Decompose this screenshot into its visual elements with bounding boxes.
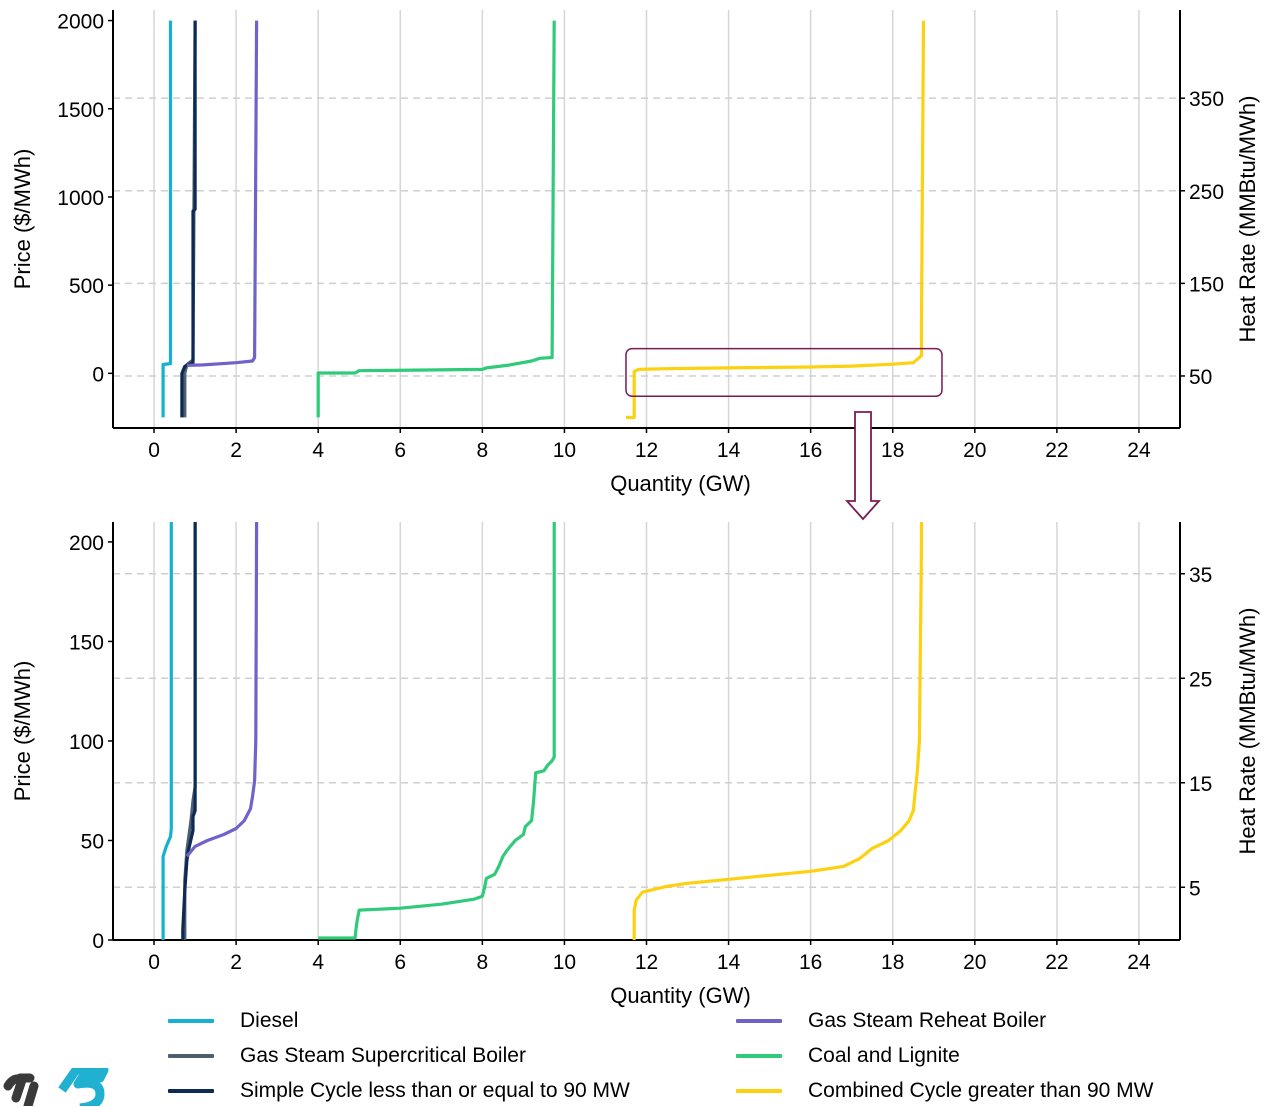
top-y-tick-label: 0: [92, 363, 104, 386]
bottom-y-tick-label: 200: [69, 532, 104, 555]
top-y-tick-label: 2000: [57, 11, 104, 34]
top-y2-axis-label: Heat Rate (MMBtu/MWh): [1235, 96, 1260, 343]
bottom-x-axis-label: Quantity (GW): [610, 983, 751, 1008]
top-x-tick-label: 24: [1127, 439, 1151, 462]
top-x-tick-label: 22: [1045, 439, 1068, 462]
legend-item-gas-steam-reheat: Gas Steam Reheat Boiler: [736, 1004, 1046, 1038]
chart-legend: Diesel Gas Steam Supercritical Boiler Si…: [0, 1004, 1268, 1106]
top-x-axis-label: Quantity (GW): [610, 471, 751, 496]
top-y-tick-label: 1500: [57, 99, 104, 122]
top-y2-tick-label: 50: [1189, 366, 1212, 389]
bottom-series-line-coal-lignite: [318, 522, 556, 940]
legend-item-combined-cycle: Combined Cycle greater than 90 MW: [736, 1074, 1154, 1108]
top-x-tick-label: 20: [963, 439, 986, 462]
bottom-y2-tick-label: 15: [1189, 773, 1212, 796]
bottom-x-tick-label: 14: [717, 951, 741, 974]
top-series-line-coal-lignite: [316, 20, 556, 418]
legend-label-gas-steam-reheat: Gas Steam Reheat Boiler: [808, 1009, 1047, 1032]
bottom-x-tick-label: 18: [881, 951, 904, 974]
bottom-y2-tick-label: 35: [1189, 564, 1212, 587]
top-x-tick-label: 0: [148, 439, 160, 462]
top-y-axis-label: Price ($/MWh): [10, 149, 35, 290]
bottom-series-line-gas-steam-reheat: [185, 521, 259, 858]
legend-label-combined-cycle: Combined Cycle greater than 90 MW: [808, 1079, 1154, 1102]
legend-swatch-combined-cycle: [736, 1089, 782, 1093]
top-x-tick-label: 14: [717, 439, 741, 462]
legend-swatch-gas-steam-supercritical: [168, 1054, 214, 1058]
brand-logo-mark: [3, 1068, 109, 1106]
legend-swatch-gas-steam-reheat: [736, 1019, 782, 1023]
legend-swatch-simple-cycle: [168, 1089, 214, 1093]
legend-label-simple-cycle: Simple Cycle less than or equal to 90 MW: [240, 1079, 630, 1102]
top-x-tick-label: 2: [230, 439, 242, 462]
bottom-series-line-simple-cycle: [181, 522, 197, 940]
legend-item-diesel: Diesel: [168, 1004, 298, 1038]
bottom-y-tick-label: 150: [69, 631, 104, 654]
bottom-y2-tick-label: 25: [1189, 668, 1212, 691]
top-x-tick-label: 8: [477, 439, 489, 462]
top-y2-tick-label: 150: [1189, 273, 1224, 296]
bottom-y-tick-label: 50: [81, 830, 104, 853]
top-x-tick-label: 10: [553, 439, 576, 462]
top-x-tick-label: 12: [635, 439, 658, 462]
top-y-tick-label: 500: [69, 275, 104, 298]
bottom-y-tick-label: 0: [92, 930, 104, 953]
brand-logo: [0, 1068, 125, 1106]
zoom-arrow-shape: [844, 411, 882, 521]
legend-item-simple-cycle: Simple Cycle less than or equal to 90 MW: [168, 1074, 630, 1108]
bottom-x-tick-label: 24: [1127, 951, 1151, 974]
bottom-x-tick-label: 4: [312, 951, 324, 974]
legend-label-diesel: Diesel: [240, 1009, 299, 1032]
zoom-arrow: [844, 411, 882, 521]
bottom-chart-panel: 0 2 4 6 8 10 12 14 16 18 20 22 240501001502005152535…: [10, 521, 1260, 1008]
top-x-tick-label: 16: [799, 439, 822, 462]
top-x-tick-label: 6: [394, 439, 406, 462]
top-y2-tick-label: 350: [1189, 88, 1224, 111]
bottom-series-line-diesel: [161, 522, 173, 940]
bottom-y2-axis-label: Heat Rate (MMBtu/MWh): [1235, 608, 1260, 855]
top-series-line-combined-cycle: [626, 20, 926, 419]
top-series-line-simple-cycle: [180, 20, 197, 418]
top-x-tick-label: 18: [881, 439, 904, 462]
bottom-y2-tick-label: 5: [1189, 877, 1201, 900]
legend-item-coal-lignite: Coal and Lignite: [736, 1039, 960, 1073]
bottom-x-tick-label: 12: [635, 951, 658, 974]
bottom-x-tick-label: 20: [963, 951, 986, 974]
bottom-y-tick-label: 100: [69, 731, 104, 754]
legend-label-gas-steam-supercritical: Gas Steam Supercritical Boiler: [240, 1044, 526, 1067]
top-y2-tick-label: 250: [1189, 181, 1224, 204]
bottom-x-tick-label: 0: [148, 951, 160, 974]
top-series-line-gas-steam-reheat: [186, 20, 259, 367]
legend-label-coal-lignite: Coal and Lignite: [808, 1044, 960, 1067]
top-chart-panel: 0 2 4 6 8 10 12 14 16 18 20 22 240500100015002000501…: [10, 10, 1260, 496]
top-y-tick-label: 1000: [57, 187, 104, 210]
bottom-x-tick-label: 2: [230, 951, 242, 974]
top-x-tick-label: 4: [312, 439, 324, 462]
bottom-x-tick-label: 6: [394, 951, 406, 974]
bottom-x-tick-label: 10: [553, 951, 576, 974]
bottom-x-tick-label: 8: [477, 951, 489, 974]
legend-item-gas-steam-supercritical: Gas Steam Supercritical Boiler: [168, 1039, 526, 1073]
legend-swatch-coal-lignite: [736, 1054, 782, 1058]
top-series-line-diesel: [161, 20, 173, 418]
zoom-highlight-box: [625, 347, 943, 398]
bottom-x-tick-label: 16: [799, 951, 822, 974]
bottom-series-line-combined-cycle: [632, 522, 924, 940]
legend-swatch-diesel: [168, 1019, 214, 1023]
bottom-y-axis-label: Price ($/MWh): [10, 661, 35, 802]
bottom-x-tick-label: 22: [1045, 951, 1068, 974]
